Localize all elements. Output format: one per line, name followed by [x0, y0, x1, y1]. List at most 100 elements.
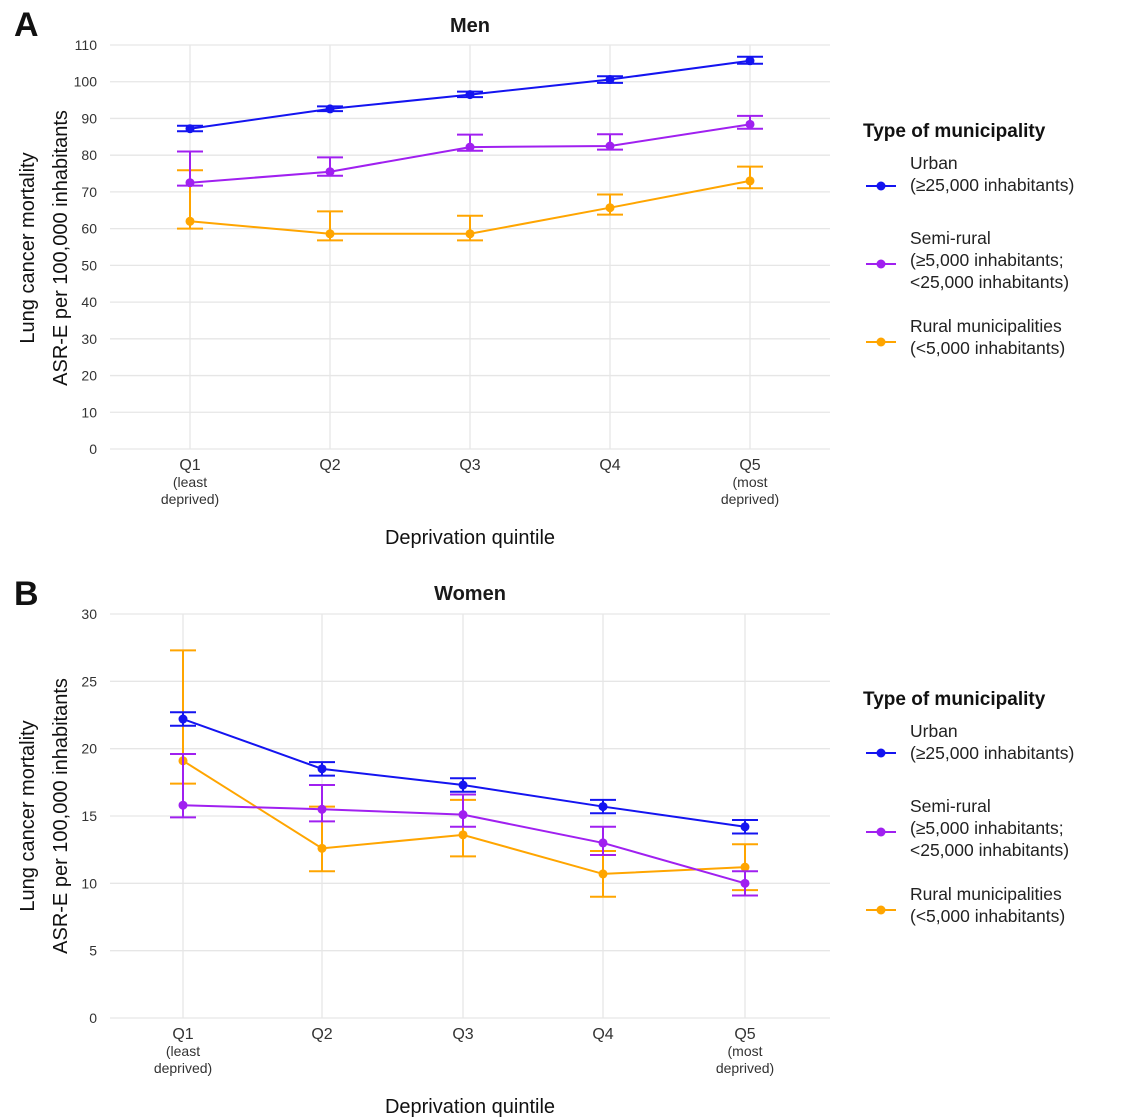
data-point	[465, 229, 475, 239]
x-tick-label: Q2	[311, 1026, 332, 1043]
data-point	[317, 804, 327, 814]
y-axis-title: Lung cancer mortality	[17, 720, 39, 911]
data-point	[598, 802, 608, 812]
data-point	[185, 124, 195, 134]
data-point	[745, 56, 755, 66]
x-tick-label: Q4	[599, 457, 620, 474]
data-point	[185, 216, 195, 226]
legend-item: Urban(≥25,000 inhabitants)	[866, 721, 1074, 763]
series-1	[170, 753, 758, 897]
legend-item: Urban(≥25,000 inhabitants)	[866, 153, 1074, 195]
x-tick-label: Q1 (least deprived)	[154, 1026, 212, 1076]
x-tick-line: deprived)	[721, 491, 779, 507]
y-tick-label: 30	[81, 331, 97, 347]
y-tick-label: 100	[74, 74, 98, 90]
y-axis-title: Lung cancer mortality	[17, 152, 39, 343]
legend-item: Rural municipalities(<5,000 inhabitants)	[866, 884, 1065, 926]
legend-label: Rural municipalities	[910, 316, 1062, 336]
legend-label: Semi-rural	[910, 796, 991, 816]
x-tick-line: Q2	[319, 457, 340, 474]
y-tick-label: 20	[81, 368, 97, 384]
y-axis-title: ASR-E per 100,000 inhabitants	[50, 678, 72, 954]
data-point	[458, 810, 468, 820]
data-point	[317, 843, 327, 853]
y-tick-label: 20	[81, 741, 97, 757]
legend-label: (≥25,000 inhabitants)	[910, 743, 1074, 763]
x-tick-label: Q2	[319, 457, 340, 474]
legend-label: (≥5,000 inhabitants;	[910, 818, 1064, 838]
legend-item: Semi-rural(≥5,000 inhabitants;<25,000 in…	[866, 796, 1069, 860]
series-1	[177, 114, 763, 188]
chart-title: Men	[450, 15, 490, 37]
data-point	[605, 75, 615, 85]
legend-title: Type of municipality	[863, 121, 1046, 142]
y-tick-label: 70	[81, 184, 97, 200]
x-tick-line: (most	[733, 474, 768, 490]
x-tick-label: Q3	[452, 1026, 473, 1043]
legend-label: (<5,000 inhabitants)	[910, 906, 1065, 926]
data-point	[745, 119, 755, 129]
x-tick-line: Q1	[172, 1026, 193, 1043]
series-2	[177, 165, 763, 242]
data-point	[745, 176, 755, 186]
legend: Type of municipality Urban(≥25,000 inhabi…	[863, 689, 1074, 926]
y-tick-label: 90	[81, 110, 97, 126]
x-tick-line: (least	[166, 1043, 200, 1059]
x-tick-line: Q4	[592, 1026, 613, 1043]
legend-item: Rural municipalities(<5,000 inhabitants)	[866, 316, 1065, 358]
x-tick-line: deprived)	[716, 1060, 774, 1076]
x-tick-line: deprived)	[161, 491, 219, 507]
legend-marker	[876, 905, 886, 915]
data-point	[458, 830, 468, 840]
data-point	[740, 878, 750, 888]
data-point	[598, 838, 608, 848]
series-0	[177, 55, 763, 134]
legend-marker	[876, 337, 886, 347]
y-tick-label: 40	[81, 294, 97, 310]
x-tick-line: Q3	[459, 457, 480, 474]
chart-title: Women	[434, 583, 506, 605]
x-tick-line: Q4	[599, 457, 620, 474]
x-axis-title: Deprivation quintile	[385, 1096, 555, 1118]
data-point	[740, 822, 750, 832]
data-point	[178, 800, 188, 810]
legend-label: Semi-rural	[910, 228, 991, 248]
legend-marker	[876, 748, 886, 758]
y-tick-label: 60	[81, 221, 97, 237]
x-tick-line: Q5	[739, 457, 760, 474]
x-tick-label: Q5 (most deprived)	[721, 457, 779, 507]
legend-label: (<5,000 inhabitants)	[910, 338, 1065, 358]
data-point	[465, 90, 475, 100]
legend-marker	[876, 259, 886, 269]
series-2	[170, 649, 758, 898]
y-tick-label: 10	[81, 875, 97, 891]
data-point	[605, 203, 615, 213]
data-point	[325, 104, 335, 114]
x-tick-line: Q5	[734, 1026, 755, 1043]
legend-marker	[876, 827, 886, 837]
x-tick-label: Q4	[592, 1026, 613, 1043]
y-tick-label: 25	[81, 673, 97, 689]
legend-label: (≥5,000 inhabitants;	[910, 250, 1064, 270]
legend-label: Urban	[910, 721, 958, 741]
x-tick-label: Q3	[459, 457, 480, 474]
x-tick-label: Q1 (least deprived)	[161, 457, 219, 507]
data-point	[325, 167, 335, 177]
legend-title: Type of municipality	[863, 689, 1046, 710]
legend-label: Rural municipalities	[910, 884, 1062, 904]
series-0	[170, 711, 758, 835]
legend-label: <25,000 inhabitants)	[910, 272, 1069, 292]
y-tick-label: 5	[89, 943, 97, 959]
y-tick-label: 30	[81, 606, 97, 622]
data-point	[178, 714, 188, 724]
legend: Type of municipality Urban(≥25,000 inhabi…	[863, 121, 1074, 358]
data-point	[185, 178, 195, 188]
legend-label: Urban	[910, 153, 958, 173]
panel-letter: A	[14, 6, 39, 44]
data-point	[325, 229, 335, 239]
y-tick-label: 80	[81, 147, 97, 163]
x-tick-line: Q1	[179, 457, 200, 474]
y-tick-label: 10	[81, 404, 97, 420]
x-axis-title: Deprivation quintile	[385, 527, 555, 549]
